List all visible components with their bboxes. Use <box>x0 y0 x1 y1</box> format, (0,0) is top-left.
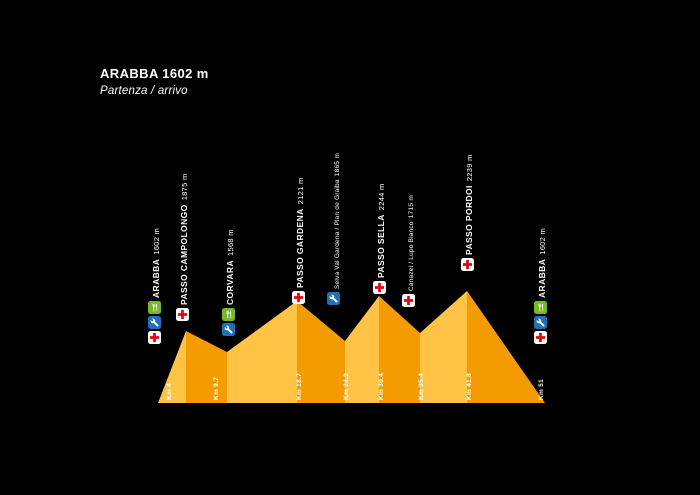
waypoint-name: PASSO SELLA <box>376 214 386 278</box>
waypoint-label-gardena: PASSO GARDENA 2121 m <box>294 178 306 289</box>
wrench-icon <box>222 323 235 336</box>
km-marker-arabba-finish: Km 51 <box>538 378 545 400</box>
medical-cross-icon <box>292 291 305 304</box>
waypoint-label-corvara: CORVARA 1568 m <box>224 229 236 305</box>
waypoint-altitude: 1602 m <box>152 227 161 255</box>
refreshment-icon <box>148 301 161 314</box>
medical-cross-icon <box>148 331 161 344</box>
waypoint-altitude: 1715 m <box>408 194 415 219</box>
slope-gardena-ascent <box>227 301 297 403</box>
slope-campolongo-descent <box>186 331 227 403</box>
slope-sella-descent <box>379 296 420 403</box>
km-marker-corvara: Km 9.7 <box>213 376 220 400</box>
waypoint-label-arabba-start: ARABBA 1602 m <box>150 228 162 298</box>
km-marker-sella: Km 30.4 <box>378 372 385 400</box>
waypoint-name: Canazei / Lupo Bianco <box>408 221 415 291</box>
slope-pordoi-ascent <box>420 291 467 403</box>
wrench-icon <box>148 316 161 329</box>
waypoint-altitude: 2244 m <box>377 183 386 211</box>
waypoint-name: PASSO GARDENA <box>295 208 305 288</box>
waypoint-label-lupo-bianco: Canazei / Lupo Bianco 1715 m <box>404 195 417 291</box>
waypoint-label-arabba-finish: ARABBA 1602 m <box>536 228 548 298</box>
km-marker-plan-de-gralba: Km 24.9 <box>343 372 350 400</box>
waypoint-altitude: 1875 m <box>180 173 189 201</box>
km-marker-lupo-bianco: Km 35.4 <box>418 372 425 400</box>
waypoint-label-campolongo: PASSO CAMPOLONGO 1875 m <box>178 173 190 305</box>
waypoint-name: ARABBA <box>537 258 547 298</box>
waypoint-name: Selva Val Gardena / Plan de Gralba <box>334 179 341 289</box>
waypoint-altitude: 1568 m <box>226 229 235 256</box>
medical-cross-icon <box>176 308 189 321</box>
page-title: ARABBA 1602 m <box>100 66 209 81</box>
header: ARABBA 1602 m Partenza / arrivo <box>100 66 209 97</box>
wrench-icon <box>534 316 547 329</box>
medical-cross-icon <box>402 294 415 307</box>
km-marker-gardena: Km 18.7 <box>296 372 303 400</box>
waypoint-name: CORVARA <box>225 260 235 305</box>
waypoint-name: PASSO PORDOI <box>464 185 474 255</box>
waypoint-altitude: 2239 m <box>465 154 474 182</box>
slope-gardena-descent <box>297 301 345 403</box>
refreshment-icon <box>222 308 235 321</box>
refreshment-icon <box>534 301 547 314</box>
waypoint-label-sella: PASSO SELLA 2244 m <box>375 183 387 278</box>
waypoint-altitude: 2121 m <box>296 177 305 205</box>
km-marker-campolongo: Km 4 <box>166 382 173 400</box>
waypoint-altitude: 1602 m <box>538 227 547 255</box>
wrench-icon <box>327 292 340 305</box>
waypoint-name: PASSO CAMPOLONGO <box>179 204 189 305</box>
km-marker-pordoi: Km 41.8 <box>466 372 473 400</box>
waypoint-label-pordoi: PASSO PORDOI 2239 m <box>463 154 475 255</box>
slope-campolongo-ascent <box>158 331 186 403</box>
page-subtitle: Partenza / arrivo <box>100 85 188 97</box>
medical-cross-icon <box>534 331 547 344</box>
medical-cross-icon <box>461 258 474 271</box>
waypoint-name: ARABBA <box>151 258 161 298</box>
slope-sella-ascent <box>345 296 379 403</box>
waypoint-altitude: 1865 m <box>334 152 341 177</box>
slope-pordoi-descent <box>467 291 545 403</box>
waypoint-label-plan-de-gralba: Selva Val Gardena / Plan de Gralba 1865 m <box>330 153 343 289</box>
medical-cross-icon <box>373 281 386 294</box>
